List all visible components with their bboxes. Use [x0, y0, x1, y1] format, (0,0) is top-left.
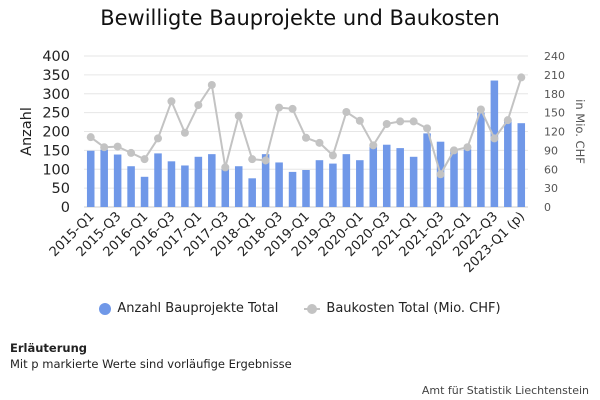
y2-tick-label: 150: [544, 107, 565, 120]
bar: [208, 154, 216, 207]
legend-item-bauprojekte[interactable]: Anzahl Bauprojekte Total: [99, 301, 278, 316]
line-point: [302, 133, 310, 142]
chart-title: Bewilligte Bauprojekte und Baukosten: [100, 6, 500, 30]
bar: [167, 161, 176, 207]
bar: [423, 133, 431, 207]
legend: Anzahl Bauprojekte Total Baukosten Total…: [0, 301, 600, 316]
line-point: [207, 80, 216, 89]
line-point: [315, 138, 324, 147]
y-tick-label: 350: [42, 68, 70, 84]
bar: [275, 162, 283, 207]
legend-item-baukosten[interactable]: Baukosten Total (Mio. CHF): [304, 301, 501, 316]
bar: [140, 176, 149, 207]
line-point: [127, 148, 136, 157]
bar: [261, 154, 270, 207]
line-point: [180, 128, 189, 137]
bar: [504, 119, 512, 207]
legend-line-icon: [304, 303, 321, 315]
line-point: [234, 111, 243, 120]
bar: [369, 145, 378, 207]
y-tick-label: 0: [61, 200, 70, 216]
bar: [382, 144, 391, 207]
line-point: [463, 143, 472, 152]
bar: [248, 178, 256, 207]
bar: [450, 149, 458, 207]
line-point: [167, 97, 176, 106]
line-point: [113, 142, 122, 151]
bar: [221, 168, 230, 207]
line-point: [369, 141, 378, 150]
line-point: [355, 116, 364, 125]
bar: [396, 148, 404, 207]
bar: [127, 166, 135, 207]
line-point: [194, 101, 203, 110]
y-tick-label: 200: [42, 125, 70, 141]
y2-tick-label: 120: [544, 126, 565, 139]
line-point: [503, 116, 512, 125]
bar: [329, 163, 337, 207]
bar: [356, 160, 364, 207]
y-axis-label: Anzahl: [19, 107, 35, 156]
line-point: [409, 117, 418, 126]
line-point: [423, 124, 432, 133]
line-point: [275, 103, 284, 112]
line-point: [100, 143, 109, 152]
bar: [194, 156, 203, 207]
y2-tick-label: 90: [544, 144, 558, 157]
legend-label-baukosten: Baukosten Total (Mio. CHF): [326, 301, 501, 316]
line-point: [261, 156, 270, 165]
y-tick-label: 100: [42, 162, 70, 178]
bar: [181, 165, 189, 207]
bar: [234, 166, 243, 207]
line-point: [154, 134, 162, 143]
bar: [288, 171, 297, 207]
line-point: [517, 73, 526, 82]
y-tick-label: 400: [42, 49, 70, 65]
bar: [477, 112, 485, 207]
line-point: [436, 170, 445, 179]
y-tick-label: 150: [42, 143, 70, 159]
y-tick-label: 50: [52, 181, 70, 197]
y2-tick-label: 240: [544, 50, 565, 63]
bar: [86, 150, 95, 207]
y-tick-label: 250: [42, 106, 70, 122]
line-point: [450, 146, 458, 155]
bar: [302, 170, 310, 207]
y2-tick-label: 30: [544, 182, 558, 195]
line-point: [490, 134, 499, 143]
bar: [113, 154, 122, 207]
line-point: [476, 105, 485, 114]
line-point: [221, 163, 230, 172]
line-point: [248, 155, 257, 164]
legend-label-bauprojekte: Anzahl Bauprojekte Total: [117, 301, 279, 316]
y-tick-label: 300: [42, 87, 70, 103]
line-point: [140, 155, 149, 164]
note-text: Mit p markierte Werte sind vorläufige Er…: [10, 357, 292, 371]
bar: [154, 153, 162, 207]
bar: [490, 80, 499, 207]
legend-bar-icon: [99, 302, 112, 315]
line-point: [328, 151, 337, 160]
bar: [463, 149, 472, 207]
line-point: [382, 119, 391, 128]
line-point: [86, 133, 95, 142]
bar: [342, 154, 351, 207]
y2-axis-label: in Mio. CHF: [573, 99, 587, 164]
line-point: [342, 107, 351, 116]
bar: [315, 160, 324, 207]
bar: [100, 149, 108, 207]
note-title: Erläuterung: [10, 341, 87, 355]
bar: [517, 123, 526, 207]
y2-tick-label: 0: [544, 201, 551, 214]
y2-tick-label: 210: [544, 69, 565, 82]
source-credit: Amt für Statistik Liechtenstein: [421, 384, 589, 397]
y2-tick-label: 180: [544, 88, 565, 101]
note: Erläuterung Mit p markierte Werte sind v…: [10, 340, 292, 372]
line-point: [396, 117, 405, 126]
y2-tick-label: 60: [544, 163, 558, 176]
line-point: [288, 104, 297, 113]
bar: [409, 156, 418, 207]
